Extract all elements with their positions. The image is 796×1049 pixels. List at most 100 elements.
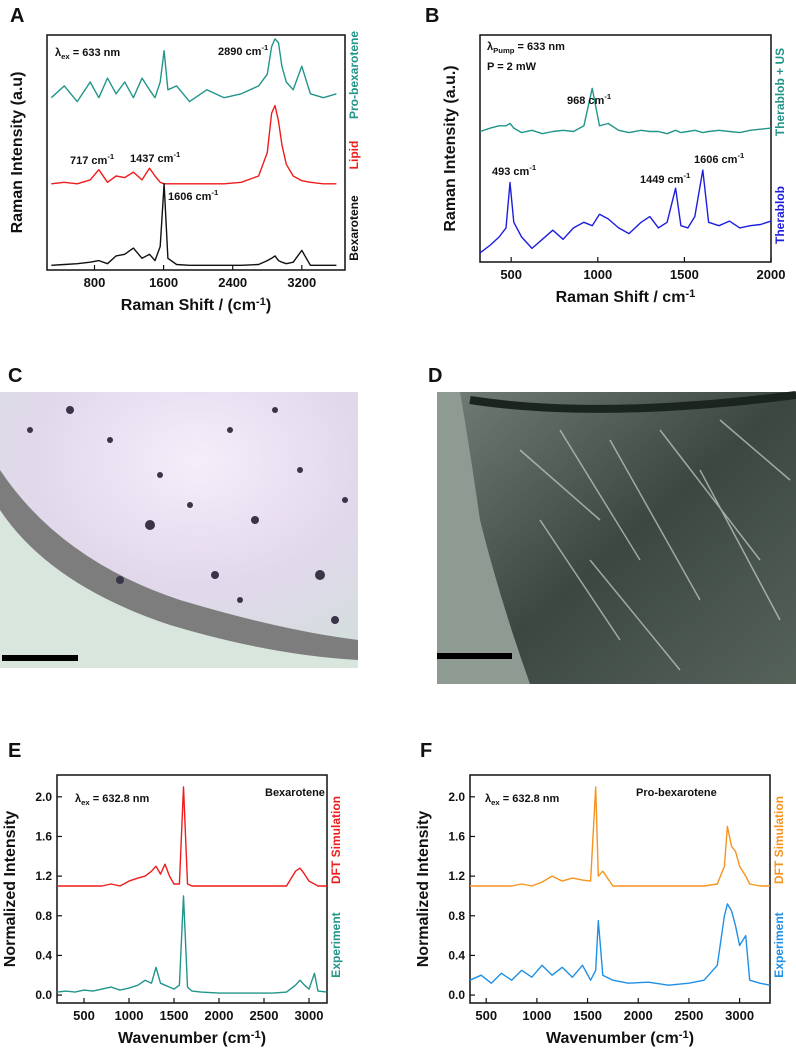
x-tick-label: 2500 bbox=[250, 1008, 279, 1023]
annotation: λex = 633 nm bbox=[55, 47, 120, 61]
text-part: ) bbox=[266, 297, 271, 314]
text-part: 968 cm bbox=[567, 95, 605, 107]
x-tick-label: 1500 bbox=[670, 267, 699, 282]
y-tick-label: 1.6 bbox=[35, 829, 52, 843]
dendrites bbox=[519, 419, 791, 671]
plot-frame bbox=[469, 774, 771, 1004]
annotation: λex = 632.8 nm bbox=[485, 793, 560, 807]
superscript: -1 bbox=[261, 43, 269, 52]
x-tick-label: 1000 bbox=[522, 1008, 551, 1023]
superscript: -1 bbox=[173, 150, 181, 159]
spectrum-line bbox=[479, 87, 772, 135]
scale-bar bbox=[2, 655, 78, 661]
plot-frame bbox=[56, 774, 328, 1004]
panel-label: D bbox=[428, 365, 442, 387]
text-part: λ bbox=[55, 47, 61, 59]
series-label: Therablob + US bbox=[773, 48, 787, 136]
plot-frame bbox=[479, 34, 772, 263]
x-axis-label: Raman Shift / cm-1 bbox=[556, 288, 696, 306]
text-part: Normalized Intensity bbox=[2, 811, 19, 968]
text-part: 2890 cm bbox=[218, 46, 262, 58]
spectrum-line bbox=[470, 786, 770, 887]
annotation: Bexarotene bbox=[265, 787, 325, 799]
text-part: P = 2 mW bbox=[487, 61, 537, 73]
x-axis-label: Wavenumber (cm-1) bbox=[546, 1029, 694, 1047]
x-tick-label: 2000 bbox=[757, 267, 786, 282]
x-tick-label: 2400 bbox=[218, 275, 247, 290]
text-part: = 632.8 nm bbox=[500, 793, 560, 805]
annotation: 968 cm-1 bbox=[567, 92, 612, 107]
annotation: λex = 632.8 nm bbox=[75, 793, 150, 807]
x-tick-label: 3000 bbox=[295, 1008, 324, 1023]
x-tick-label: 3000 bbox=[725, 1008, 754, 1023]
x-tick-label: 2500 bbox=[674, 1008, 703, 1023]
panel-label: C bbox=[8, 365, 22, 387]
image-d bbox=[437, 391, 796, 684]
series-label: Bexarotene bbox=[347, 195, 361, 261]
x-tick-label: 2000 bbox=[205, 1008, 234, 1023]
y-tick-label: 0.0 bbox=[448, 988, 465, 1002]
superscript: -1 bbox=[737, 151, 745, 160]
spectrum-line bbox=[51, 104, 337, 185]
superscript: -1 bbox=[529, 163, 537, 172]
spectrum-line bbox=[51, 183, 337, 266]
annotation: 2890 cm-1 bbox=[218, 43, 269, 58]
spectrum-line bbox=[56, 895, 328, 994]
x-tick-label: 1000 bbox=[115, 1008, 144, 1023]
particles bbox=[27, 406, 348, 624]
panel-label: B bbox=[425, 5, 439, 27]
text-part: Raman Shift / cm bbox=[556, 289, 686, 306]
text-part: 1437 cm bbox=[130, 153, 174, 165]
series-label: DFT Simulation bbox=[329, 796, 343, 884]
text-part: 1606 cm bbox=[694, 154, 738, 166]
annotation: 493 cm-1 bbox=[492, 163, 537, 178]
chart-panel: 500 1000 1500 2000 Therablob + US Therablob Ra… bbox=[425, 5, 787, 306]
superscript: -1 bbox=[685, 288, 695, 300]
panel-label: E bbox=[8, 740, 21, 762]
x-tick-label: 500 bbox=[475, 1008, 497, 1023]
y-tick-label: 0.8 bbox=[35, 909, 52, 923]
x-tick-label: 500 bbox=[500, 267, 522, 282]
image-c bbox=[0, 392, 358, 668]
x-tick-label: 800 bbox=[84, 275, 106, 290]
y-tick-label: 0.8 bbox=[448, 909, 465, 923]
x-tick-label: 2000 bbox=[624, 1008, 653, 1023]
droplet-edge bbox=[0, 470, 358, 660]
superscript: -1 bbox=[256, 296, 266, 308]
text-part: 1449 cm bbox=[640, 174, 684, 186]
y-tick-label: 2.0 bbox=[448, 790, 465, 804]
y-axis-label: Raman Intensity (a.u.) bbox=[442, 65, 459, 231]
spectrum-line bbox=[57, 786, 327, 887]
text-part: ) bbox=[689, 1030, 694, 1047]
text-part: λ bbox=[485, 793, 491, 805]
y-tick-label: 1.2 bbox=[35, 869, 52, 883]
chart-panel: 500 1000 1500 2000 2500 3000 0.0 0.4 0.8 1.2 1.6 2.… bbox=[2, 740, 343, 1047]
superscript: -1 bbox=[604, 92, 612, 101]
annotation: Pro-bexarotene bbox=[636, 787, 717, 799]
text-part: = 633 nm bbox=[70, 47, 121, 59]
text-part: λ bbox=[487, 41, 493, 53]
crystal-edge bbox=[469, 391, 796, 413]
text-part: Wavenumber (cm bbox=[546, 1030, 679, 1047]
series-label: Experiment bbox=[772, 912, 786, 977]
series-label: Therablob bbox=[773, 186, 787, 244]
subscript: ex bbox=[61, 52, 70, 61]
scale-bar bbox=[437, 653, 512, 659]
y-tick-label: 0.4 bbox=[448, 948, 465, 962]
superscript: -1 bbox=[211, 188, 219, 197]
crystal-region bbox=[460, 392, 796, 684]
annotation: 1606 cm-1 bbox=[694, 151, 745, 166]
text-part: = 633 nm bbox=[514, 41, 565, 53]
spectrum-line bbox=[50, 38, 337, 103]
y-axis-label: Normalized Intensity bbox=[415, 811, 432, 968]
annotation: λPump = 633 nm bbox=[487, 41, 565, 55]
plot-frame bbox=[46, 34, 346, 271]
superscript: -1 bbox=[107, 152, 115, 161]
y-tick-label: 1.6 bbox=[448, 829, 465, 843]
text-part: ) bbox=[261, 1030, 266, 1047]
panel-label: F bbox=[420, 740, 432, 762]
subscript: ex bbox=[491, 798, 500, 807]
text-part: 493 cm bbox=[492, 166, 530, 178]
